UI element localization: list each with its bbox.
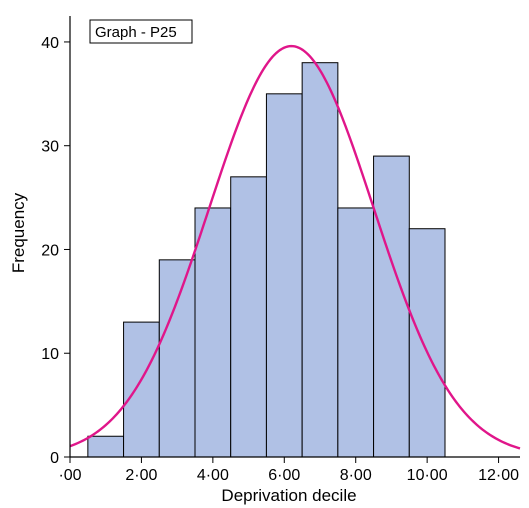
histogram-bar-4 <box>194 207 232 458</box>
x-tick-label: 4·00 <box>197 467 229 484</box>
x-tick-label: 12·00 <box>478 467 519 484</box>
y-axis-ticks: 0 10 20 30 40 <box>41 35 70 467</box>
y-tick-label: 10 <box>41 346 59 363</box>
histogram-bar-2 <box>123 321 160 458</box>
x-tick-label: 8·00 <box>340 467 372 484</box>
histogram-bars <box>87 62 446 458</box>
histogram-bar-1 <box>87 435 125 458</box>
y-tick-label: 40 <box>41 35 59 52</box>
axes <box>69 16 520 458</box>
x-axis-ticks: ·00 2·00 4·00 6·00 8·00 10·00 12·00 <box>58 457 519 484</box>
histogram-bar-6 <box>265 93 303 458</box>
histogram-bar-10 <box>408 228 446 458</box>
legend-box: Graph - P25 <box>89 19 193 44</box>
histogram-bar-8 <box>337 207 375 458</box>
histogram-bar-5 <box>230 176 267 458</box>
x-tick-label: 10·00 <box>407 467 448 484</box>
legend-label: Graph - P25 <box>95 24 177 41</box>
histogram-bar-3 <box>158 259 196 458</box>
x-axis-label: Deprivation decile <box>221 486 356 505</box>
histogram-bar-7 <box>301 62 339 458</box>
y-axis-label: Frequency <box>9 192 28 273</box>
x-tick-label: 2·00 <box>125 467 157 484</box>
legend-frame <box>89 19 193 44</box>
normal-curve <box>69 44 521 450</box>
y-tick-label: 0 <box>50 450 59 467</box>
histogram-bar-9 <box>373 155 410 458</box>
y-tick-label: 30 <box>41 139 59 156</box>
x-tick-label: 6·00 <box>268 467 300 484</box>
x-tick-label: ·00 <box>58 467 81 484</box>
y-tick-label: 20 <box>41 242 59 259</box>
